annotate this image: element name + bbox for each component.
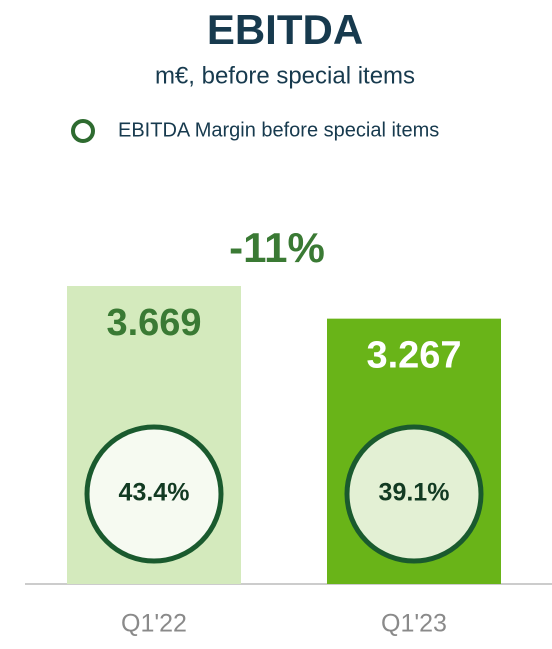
legend-marker xyxy=(71,119,95,143)
x-tick-label: Q1'23 xyxy=(381,610,447,638)
margin-label: 39.1% xyxy=(379,479,450,507)
x-tick-label: Q1'22 xyxy=(121,610,187,638)
change-annotation: -11% xyxy=(229,224,325,271)
margin-circle xyxy=(84,424,224,564)
margin-label: 43.4% xyxy=(119,479,190,507)
bar-value-label: 3.267 xyxy=(366,335,461,377)
margin-circle xyxy=(344,424,484,564)
bar-value-label: 3.669 xyxy=(106,302,201,344)
chart-title: EBITDA xyxy=(207,6,363,53)
chart-subtitle: m€, before special items xyxy=(155,62,415,89)
legend-label: EBITDA Margin before special items xyxy=(118,119,439,141)
